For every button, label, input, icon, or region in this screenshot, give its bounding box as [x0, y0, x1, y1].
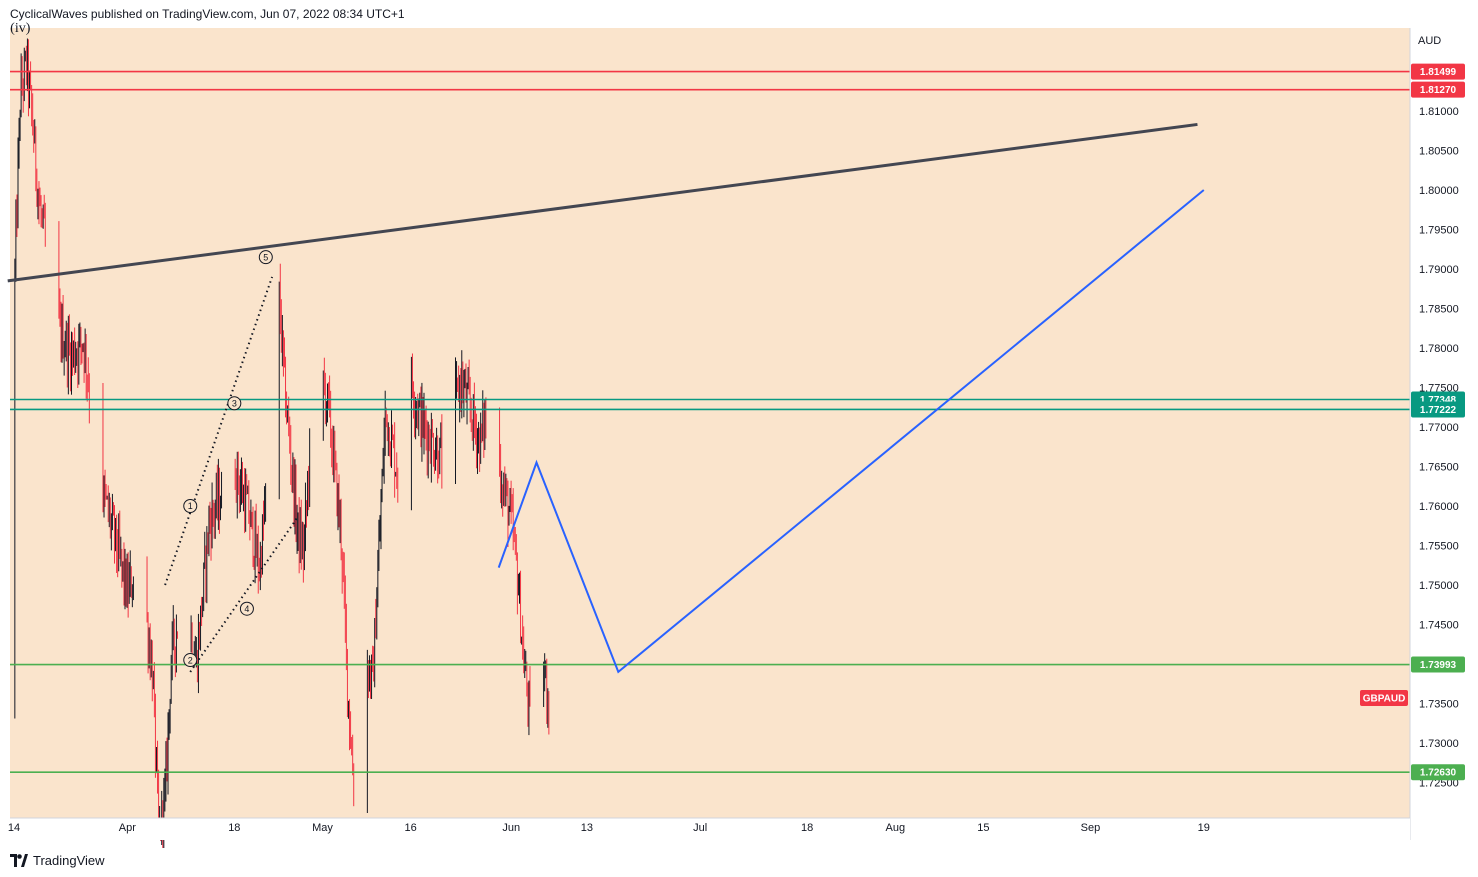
x-axis-ticks: 14 Apr 18 May 16 Jun 13 Jul 18 Aug 15 Sep 19 — [8, 822, 1210, 834]
y-tick-label: 1.72500 — [1419, 778, 1459, 790]
wave-count-marker[interactable] — [239, 601, 254, 616]
impulse-channel-line[interactable] — [189, 517, 299, 673]
x-tick-label: 13 — [581, 822, 593, 834]
y-tick-label: 1.81000 — [1419, 106, 1459, 118]
time-axis-panel[interactable] — [0, 818, 1410, 840]
x-tick-label: Sep — [1081, 822, 1101, 834]
y-tick-label: 1.76000 — [1419, 501, 1459, 513]
x-tick-label: 16 — [404, 822, 416, 834]
x-tick-label: 15 — [977, 822, 989, 834]
price-badge — [1411, 401, 1465, 418]
price-badge-label: 1.77222 — [1420, 405, 1457, 416]
y-tick-label: 1.74500 — [1419, 620, 1459, 632]
price-badge — [1411, 81, 1465, 98]
y-tick-label: 1.78500 — [1419, 304, 1459, 316]
price-badge-label: 1.73993 — [1420, 660, 1457, 671]
trendline[interactable] — [7, 122, 1198, 283]
publish-info-text: CyclicalWaves published on TradingView.c… — [10, 7, 405, 21]
price-badge — [1411, 656, 1465, 673]
y-tick-label: 1.79000 — [1419, 264, 1459, 276]
publish-header: CyclicalWaves published on TradingView.c… — [0, 0, 1478, 28]
price-badge-label: 1.81499 — [1420, 67, 1457, 78]
symbol-badge-box — [1360, 689, 1408, 706]
y-tick-label: 1.73000 — [1419, 738, 1459, 750]
tradingview-logo-icon[interactable] — [10, 854, 28, 868]
y-tick-label: 1.73500 — [1419, 699, 1459, 711]
symbol-badge: GBPAUD — [1360, 689, 1408, 706]
x-tick-label: 14 — [8, 822, 20, 834]
wave-count-marker[interactable] — [258, 250, 273, 265]
x-tick-label: Jun — [502, 822, 520, 834]
tradingview-brand[interactable]: TradingView — [33, 853, 105, 868]
price-badge — [1411, 764, 1465, 781]
symbol-badge-label: GBPAUD — [1363, 693, 1406, 704]
x-tick-label: 18 — [228, 822, 240, 834]
y-tick-label: 1.80500 — [1419, 146, 1459, 158]
y-tick-label: 1.75000 — [1419, 580, 1459, 592]
y-tick-label: 1.78000 — [1419, 343, 1459, 355]
x-tick-label: Jul — [693, 822, 707, 834]
wave-count-label: 3 — [232, 399, 237, 409]
price-badge — [1411, 63, 1465, 80]
x-tick-label: Apr — [119, 822, 136, 834]
chart-background — [10, 28, 1410, 840]
y-tick-label: 1.77000 — [1419, 422, 1459, 434]
wave-count-marker[interactable] — [183, 499, 198, 513]
y-tick-label: 1.75500 — [1419, 541, 1459, 553]
projection-path[interactable] — [497, 189, 1205, 674]
horizontal-levels-layer — [10, 70, 1410, 774]
wave-count-label: 1 — [188, 501, 193, 511]
price-badge-label: 1.81270 — [1420, 85, 1457, 96]
y-tick-label: 1.77500 — [1419, 383, 1459, 395]
footer: TradingView — [0, 848, 1478, 877]
price-axis-panel[interactable] — [1410, 28, 1478, 840]
price-badge-label: 1.77348 — [1420, 395, 1457, 406]
wave-count-label: 2 — [188, 655, 193, 665]
wave-count-label: 5 — [263, 252, 268, 262]
y-tick-label: 1.79500 — [1419, 225, 1459, 237]
wave-count-marker[interactable] — [183, 653, 198, 668]
y-tick-label: 1.80000 — [1419, 185, 1459, 197]
wave-degree-label: (iv) — [10, 21, 31, 36]
wave-count-label: 4 — [244, 604, 249, 614]
price-badge-label: 1.72630 — [1420, 768, 1457, 779]
x-tick-label: 19 — [1198, 822, 1210, 834]
y-tick-label: 1.76500 — [1419, 462, 1459, 474]
currency-label: AUD — [1418, 35, 1441, 47]
x-tick-label: May — [312, 822, 333, 834]
x-tick-label: 18 — [801, 822, 813, 834]
wave-count-marker[interactable] — [227, 396, 242, 411]
drawings-layer — [7, 122, 1205, 674]
x-tick-label: Aug — [886, 822, 906, 834]
